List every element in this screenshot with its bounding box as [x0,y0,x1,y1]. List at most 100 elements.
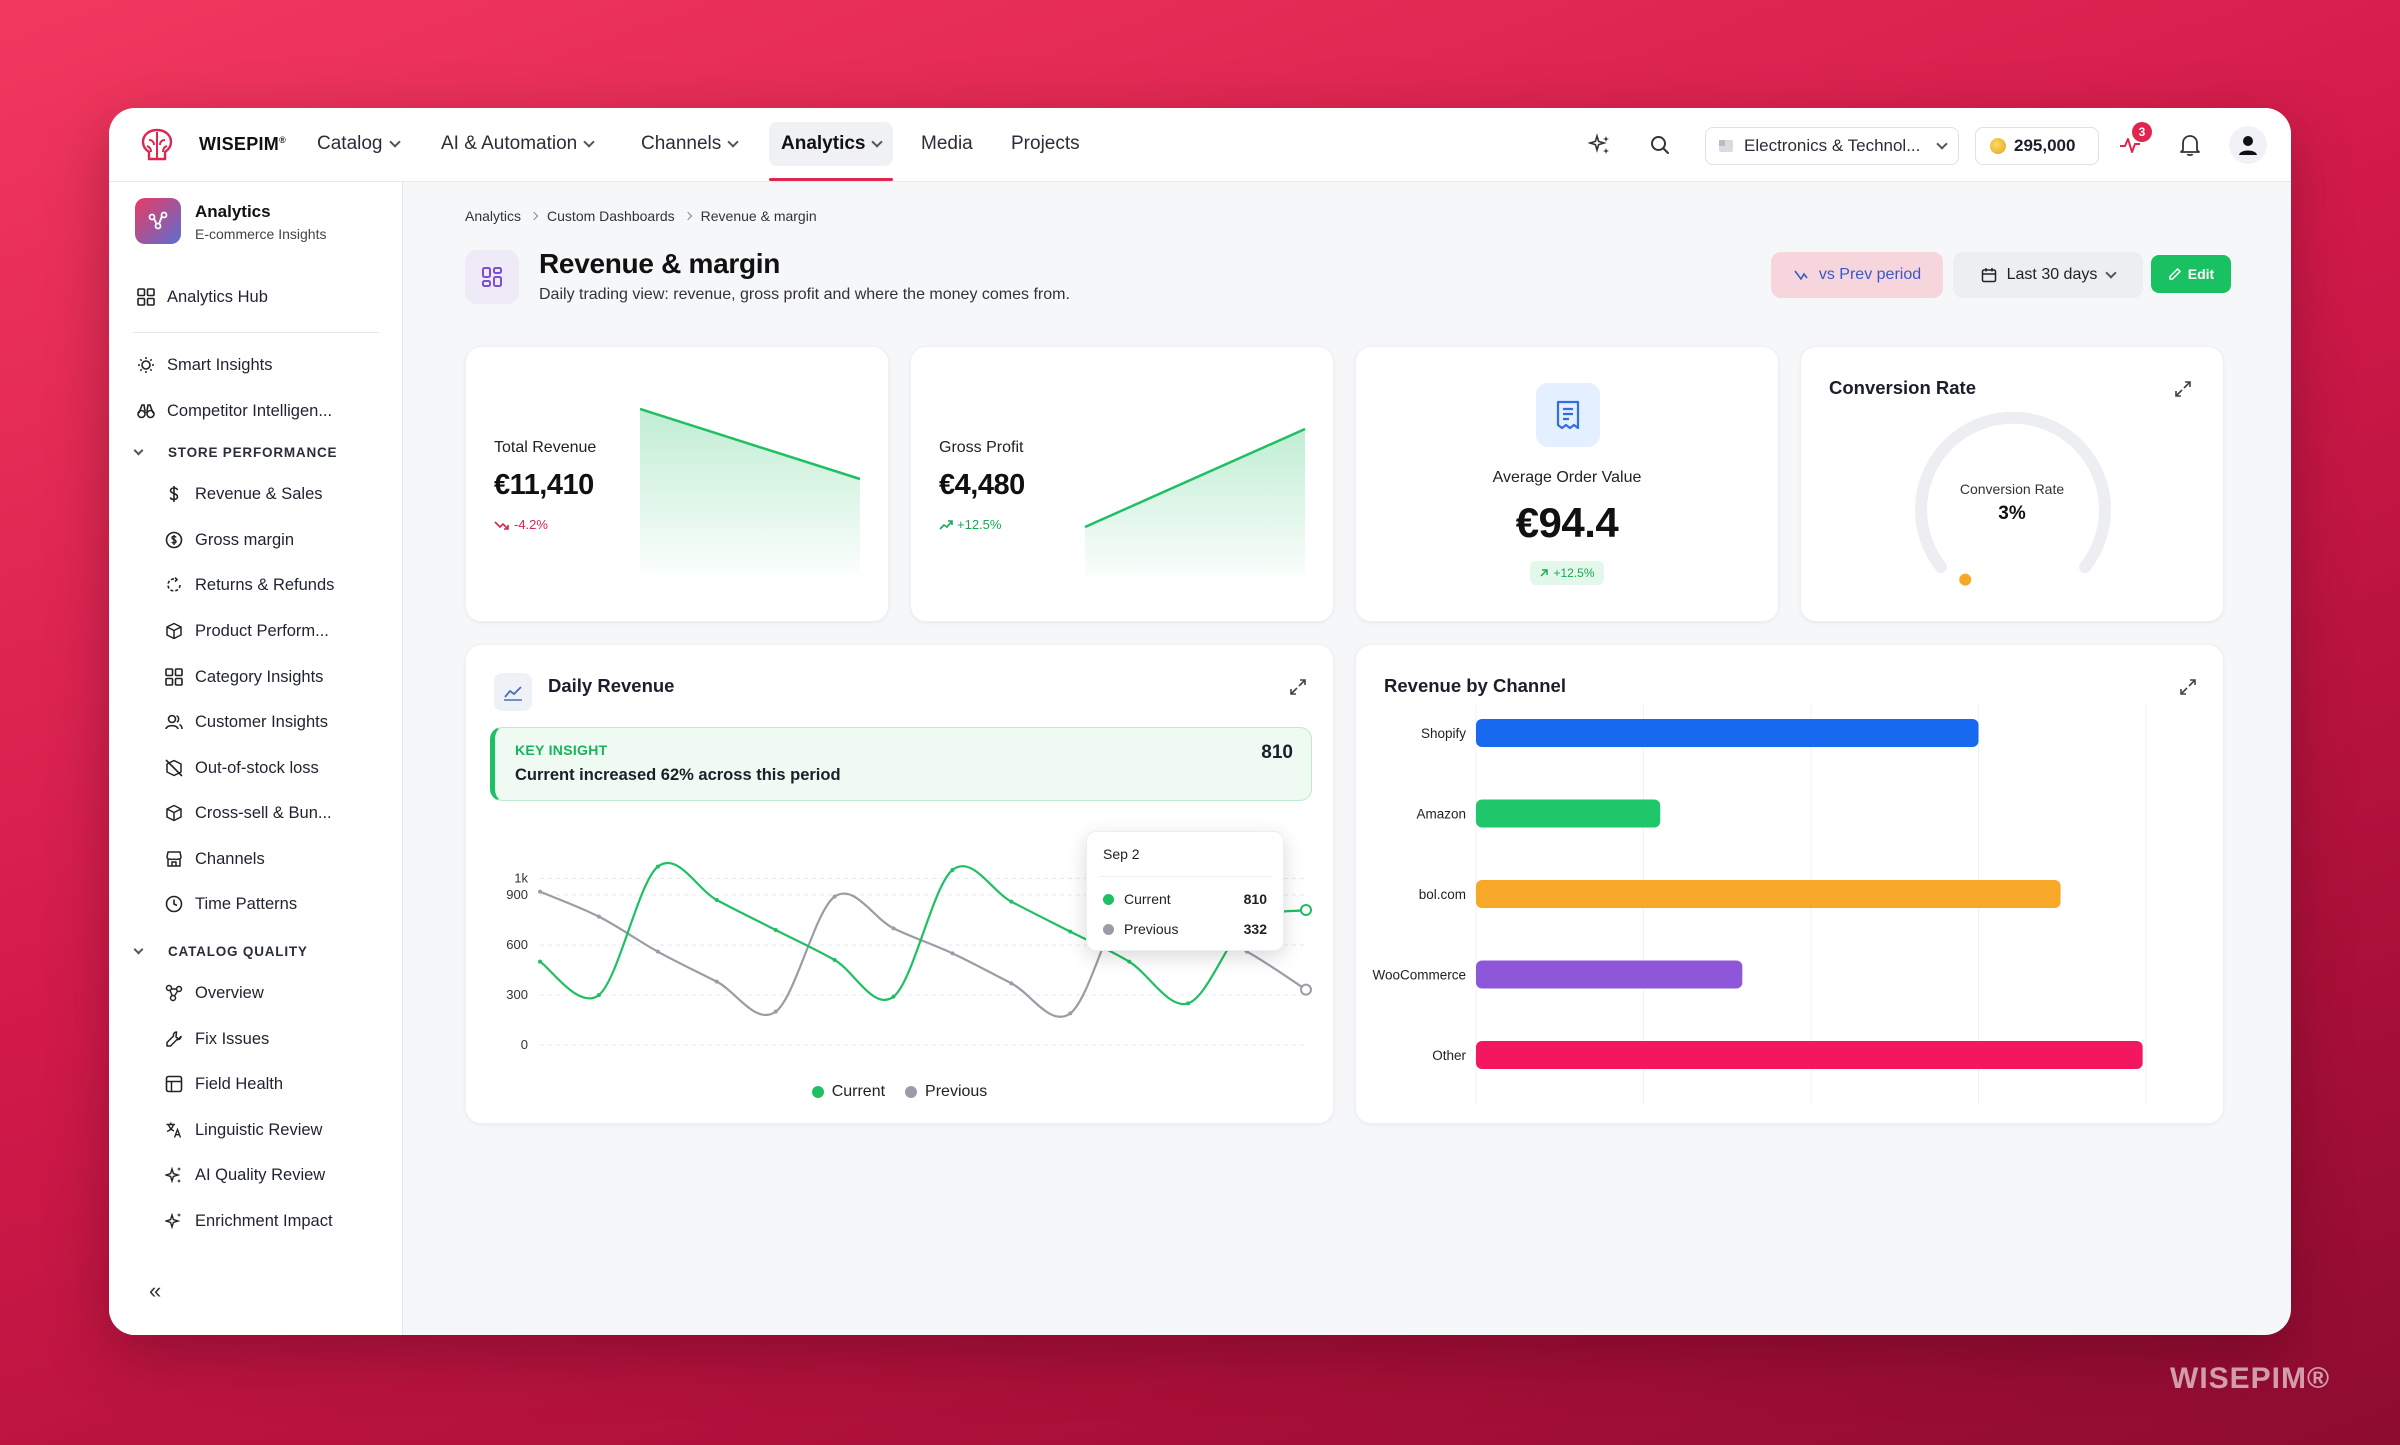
sidebar-item-revenue-sales[interactable]: Revenue & Sales [165,479,323,509]
kpi-label: Total Revenue [494,439,597,456]
data-point-previous[interactable] [1068,1011,1073,1016]
section-store-performance[interactable]: STORE PERFORMANCE [133,440,337,464]
legend-item-previous[interactable]: Previous [905,1083,987,1101]
data-point-current[interactable] [773,928,778,932]
data-point-current[interactable] [596,993,601,997]
sidebar-item-analytics-hub[interactable]: Analytics Hub [137,282,268,312]
sidebar-item-field-health[interactable]: Field Health [165,1069,283,1099]
data-point-current[interactable] [891,994,896,999]
data-point-previous[interactable] [891,926,896,931]
nav-analytics[interactable]: Analytics [769,122,894,181]
data-point-current[interactable] [714,898,719,902]
revenue-sparkline [640,407,861,575]
data-point-previous[interactable] [655,949,660,954]
date-range-button[interactable]: Last 30 days [1953,252,2143,298]
ai-sparkle-icon[interactable] [1583,128,1617,162]
data-point-previous[interactable] [596,914,601,919]
sidebar-item-product-performance[interactable]: Product Perform... [165,616,329,646]
sidebar-item-time-patterns[interactable]: Time Patterns [165,889,297,919]
credits-balance[interactable]: 295,000 [1975,127,2099,165]
binoculars-icon [137,404,155,419]
data-point-current[interactable] [950,868,955,872]
data-point-current[interactable] [538,959,542,964]
y-tick-label: 900 [506,887,528,902]
expand-icon[interactable] [1288,677,1308,697]
kpi-card-gross-profit[interactable]: Gross Profit €4,480 +12.5% [910,346,1334,622]
sidebar-item-overview[interactable]: Overview [165,978,264,1008]
sidebar-item-fix-issues[interactable]: Fix Issues [165,1024,269,1054]
search-icon[interactable] [1643,128,1677,162]
bell-icon[interactable] [2173,128,2207,162]
expand-icon[interactable] [2173,379,2193,399]
data-point-current[interactable] [832,958,837,962]
brain-logo-icon[interactable] [137,126,177,164]
data-point-previous[interactable] [714,979,719,984]
data-point-previous[interactable] [950,951,955,956]
user-avatar[interactable] [2229,126,2267,164]
sidebar-divider [133,332,379,333]
expand-icon[interactable] [2178,677,2198,697]
data-point-previous[interactable] [538,889,542,894]
kpi-card-total-revenue[interactable]: Total Revenue €11,410 -4.2% [465,346,889,622]
kpi-card-average-order-value[interactable]: Average Order Value €94.4 +12.5% [1355,346,1779,622]
nav-catalog[interactable]: Catalog [305,122,411,166]
bar-bolcom[interactable] [1476,880,2061,908]
compare-icon [1794,270,1808,281]
bar-woocommerce[interactable] [1476,960,1743,989]
nav-media[interactable]: Media [921,133,973,154]
section-catalog-quality[interactable]: CATALOG QUALITY [133,939,308,963]
collapse-sidebar-button[interactable]: « [149,1278,162,1303]
breadcrumb-custom-dashboards[interactable]: Custom Dashboards [547,208,675,224]
activity-alerts-icon[interactable] [2113,128,2147,162]
chevron-down-icon [2105,267,2118,279]
arrow-up-right-icon [1540,569,1549,577]
sidebar-item-smart-insights[interactable]: Smart Insights [137,350,272,380]
legend-item-current[interactable]: Current [811,1083,885,1101]
kpi-delta: +12.5% [1530,561,1604,585]
app-subtitle: E-commerce Insights [195,226,327,242]
nav-ai-automation[interactable]: AI & Automation [429,122,605,166]
nav-projects[interactable]: Projects [1011,133,1080,154]
data-point-current[interactable] [1300,904,1312,916]
sidebar-item-returns-refunds[interactable]: Returns & Refunds [165,570,334,600]
store-selector[interactable]: Electronics & Technol... [1705,127,1959,165]
sidebar-item-cross-sell-bundles[interactable]: Cross-sell & Bun... [165,798,332,828]
bar-shopify[interactable] [1476,719,1979,747]
data-point-previous[interactable] [832,894,837,899]
chevron-down-icon [388,136,401,148]
sidebar-item-out-of-stock-loss[interactable]: Out-of-stock loss [165,753,319,783]
package-off-icon [165,759,183,777]
data-point-current[interactable] [1068,929,1073,934]
data-point-current[interactable] [1127,959,1132,964]
data-point-previous[interactable] [773,1009,778,1014]
bar-other[interactable] [1476,1041,2143,1069]
compare-prev-period-button[interactable]: vs Prev period [1771,252,1943,298]
data-point-previous[interactable] [1009,981,1014,986]
sidebar-item-linguistic-review[interactable]: Linguistic Review [165,1115,322,1145]
revenue-by-channel-card: Revenue by Channel Shopify Amazon bol.com W… [1355,644,2224,1124]
data-point-current[interactable] [1186,1001,1191,1006]
data-point-current[interactable] [1009,899,1014,904]
revenue-by-channel-bar-chart[interactable]: Shopify Amazon bol.com WooCommerce Other [1356,705,2225,1105]
sidebar-item-category-insights[interactable]: Category Insights [165,662,323,692]
sidebar-item-gross-margin[interactable]: Gross margin [165,525,294,555]
daily-revenue-card: Daily Revenue KEY INSIGHT Current increa… [465,644,1334,1124]
sidebar: Analytics E-commerce Insights Analytics … [109,182,403,1335]
data-point-previous[interactable] [1300,983,1312,996]
brand-name[interactable]: WISEPIM® [199,134,287,154]
data-point-current[interactable] [655,864,660,869]
tooltip-divider [1099,876,1271,877]
kpi-card-conversion-rate[interactable]: Conversion Rate Conversion Rate 3% [1800,346,2224,622]
sidebar-item-customer-insights[interactable]: Customer Insights [165,707,328,737]
sidebar-item-competitor-intelligence[interactable]: Competitor Intelligen... [137,396,332,426]
bar-amazon[interactable] [1476,799,1661,828]
breadcrumb-analytics[interactable]: Analytics [465,208,522,224]
sidebar-item-ai-quality-review[interactable]: AI Quality Review [165,1160,325,1190]
sidebar-item-enrichment-impact[interactable]: Enrichment Impact [165,1206,333,1236]
kpi-value: €94.4 [1515,499,1619,546]
legend-dot [1103,923,1114,935]
edit-dashboard-button[interactable]: Edit [2151,255,2231,293]
nav-channels[interactable]: Channels [629,122,749,166]
sidebar-item-channels[interactable]: Channels [165,844,265,874]
box-icon [166,804,182,822]
